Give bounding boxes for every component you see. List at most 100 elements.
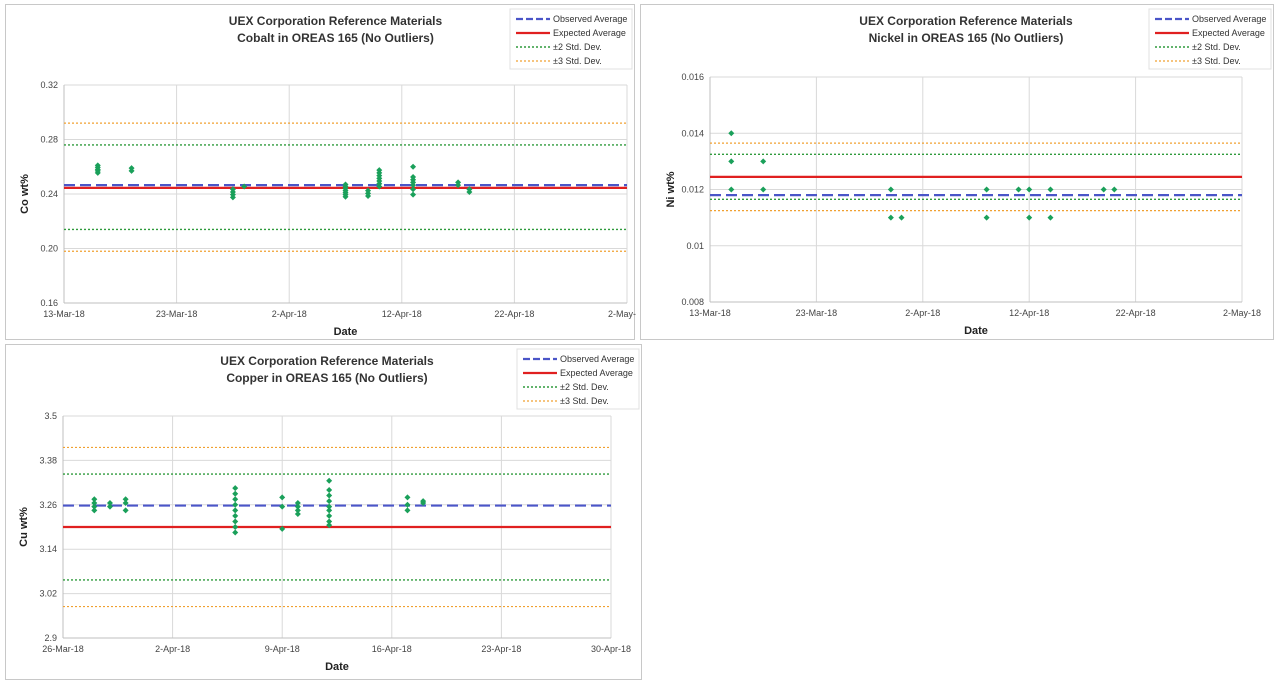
legend-3sd-label: ±3 Std. Dev.	[1192, 56, 1241, 66]
nickel-chart: UEX Corporation Reference Materials Nicke…	[665, 8, 1272, 337]
data-point	[326, 522, 333, 529]
data-point	[91, 507, 98, 514]
x-tick-label: 30-Apr-18	[591, 644, 631, 654]
y-tick-label: 3.38	[39, 455, 57, 465]
data-point	[232, 501, 239, 508]
y-tick-label: 3.26	[39, 500, 57, 510]
data-point	[420, 498, 427, 505]
x-tick-label: 2-Apr-18	[905, 308, 940, 318]
data-point	[279, 525, 286, 532]
data-point	[404, 507, 411, 514]
data-point	[326, 518, 333, 525]
x-tick-label: 13-Mar-18	[689, 308, 731, 318]
x-tick-label: 2-Apr-18	[155, 644, 190, 654]
data-point	[91, 496, 98, 503]
y-axis-label: Cu wt%	[18, 507, 30, 547]
chart-subtitle: Cobalt in OREAS 165 (No Outliers)	[237, 31, 434, 45]
data-point	[91, 499, 98, 506]
copper-chart-panel: UEX Corporation Reference Materials Coppe…	[5, 344, 642, 680]
data-point	[128, 165, 135, 172]
data-point	[122, 499, 129, 506]
data-point	[760, 186, 767, 193]
data-point	[91, 503, 98, 510]
x-tick-label: 23-Apr-18	[481, 644, 521, 654]
data-point	[279, 494, 286, 501]
x-tick-label: 23-Mar-18	[796, 308, 838, 318]
legend-observed-average-label: Observed Average	[553, 14, 627, 24]
data-point	[1100, 186, 1107, 193]
legend-2sd-label: ±2 Std. Dev.	[560, 382, 609, 392]
legend-expected-average-label: Expected Average	[560, 368, 633, 378]
data-point	[455, 179, 462, 186]
chart-subtitle: Copper in OREAS 165 (No Outliers)	[226, 371, 427, 385]
y-axis-label: Ni wt%	[665, 171, 677, 207]
y-tick-label: 3.02	[39, 589, 57, 599]
data-point	[232, 512, 239, 519]
data-point	[326, 477, 333, 484]
x-tick-label: 2-May-18	[1223, 308, 1261, 318]
x-axis-label: Date	[334, 326, 358, 338]
data-point	[106, 503, 113, 510]
x-tick-label: 26-Mar-18	[42, 644, 84, 654]
data-point	[326, 512, 333, 519]
data-point	[232, 507, 239, 514]
data-point	[728, 130, 735, 137]
data-point	[326, 498, 333, 505]
data-point	[122, 496, 129, 503]
legend-observed-average-label: Observed Average	[560, 354, 634, 364]
x-tick-label: 9-Apr-18	[265, 644, 300, 654]
legend-3sd-label: ±3 Std. Dev.	[553, 56, 602, 66]
copper-chart: UEX Corporation Reference Materials Coppe…	[18, 348, 640, 673]
data-point	[410, 173, 417, 180]
data-point	[106, 499, 113, 506]
data-point	[365, 187, 372, 194]
data-point	[232, 490, 239, 497]
y-tick-label: 2.9	[44, 633, 57, 643]
data-point	[887, 186, 894, 193]
data-point	[410, 186, 417, 193]
chart-title: UEX Corporation Reference Materials	[229, 14, 443, 28]
data-point	[294, 503, 301, 510]
legend-expected-average-label: Expected Average	[1192, 28, 1265, 38]
data-point	[728, 158, 735, 165]
y-tick-label: 0.32	[40, 80, 58, 90]
data-point	[122, 507, 129, 514]
data-point	[94, 162, 101, 169]
x-axis-label: Date	[964, 325, 988, 337]
data-point	[1026, 214, 1033, 221]
y-tick-label: 0.008	[681, 297, 704, 307]
data-point	[294, 507, 301, 514]
data-point	[410, 191, 417, 198]
data-point	[294, 511, 301, 518]
data-point	[983, 186, 990, 193]
x-tick-label: 22-Apr-18	[1116, 308, 1156, 318]
cobalt-chart: UEX Corporation Reference Materials Cobal…	[19, 8, 636, 338]
x-tick-label: 12-Apr-18	[1009, 308, 1049, 318]
y-tick-label: 0.28	[40, 135, 58, 145]
y-tick-label: 0.24	[40, 189, 58, 199]
legend-3sd-label: ±3 Std. Dev.	[560, 396, 609, 406]
data-point	[404, 501, 411, 508]
data-point	[342, 181, 349, 188]
x-tick-label: 2-Apr-18	[272, 309, 307, 319]
data-point	[466, 186, 473, 193]
data-point	[279, 503, 286, 510]
chart-title: UEX Corporation Reference Materials	[859, 14, 1073, 28]
legend-2sd-label: ±2 Std. Dev.	[1192, 42, 1241, 52]
cobalt-chart-panel: UEX Corporation Reference Materials Cobal…	[5, 4, 636, 340]
data-point	[326, 503, 333, 510]
x-tick-label: 13-Mar-18	[43, 309, 85, 319]
legend-expected-average-label: Expected Average	[553, 28, 626, 38]
y-tick-label: 0.012	[681, 185, 704, 195]
data-point	[1015, 186, 1022, 193]
data-point	[404, 494, 411, 501]
data-point	[1111, 186, 1118, 193]
y-tick-label: 3.5	[44, 411, 57, 421]
y-tick-label: 0.01	[686, 241, 704, 251]
y-tick-label: 3.14	[39, 544, 57, 554]
data-point	[728, 186, 735, 193]
data-point	[1026, 186, 1033, 193]
legend-observed-average-label: Observed Average	[1192, 14, 1266, 24]
chart-subtitle: Nickel in OREAS 165 (No Outliers)	[869, 31, 1064, 45]
data-point	[229, 186, 236, 193]
